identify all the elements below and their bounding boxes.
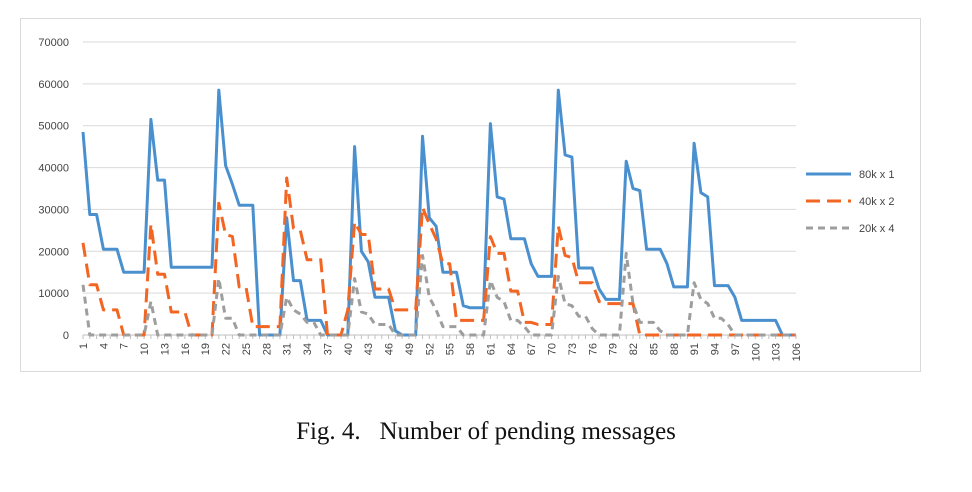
x-tick-label: 46 (384, 343, 396, 355)
x-tick-label: 94 (710, 343, 722, 355)
series-line-1 (81, 88, 796, 337)
x-tick-label: 79 (608, 343, 620, 355)
x-tick-label: 61 (485, 343, 497, 355)
x-tick-label: 55 (445, 343, 457, 355)
x-tick-label: 49 (404, 343, 416, 355)
x-tick-label: 76 (587, 343, 599, 355)
x-tick-label: 40 (343, 343, 355, 355)
series-line-3 (81, 251, 796, 337)
y-tick-label: 70000 (38, 37, 69, 49)
x-tick-label: 13 (159, 343, 171, 355)
caption-label: Fig. 4. (296, 418, 361, 445)
x-tick-label: 25 (241, 343, 253, 355)
x-tick-label: 31 (282, 343, 294, 355)
x-tick-label: 103 (771, 343, 783, 361)
legend-label-2: 40k x 2 (859, 196, 894, 208)
x-tick-label: 67 (526, 343, 538, 355)
x-tick-label: 22 (221, 343, 233, 355)
legend-label-1: 80k x 1 (859, 169, 894, 181)
y-tick-label: 20000 (38, 246, 69, 258)
x-tick-label: 73 (567, 343, 579, 355)
y-tick-label: 30000 (38, 204, 69, 216)
x-tick-label: 52 (424, 343, 436, 355)
caption-text: Number of pending messages (379, 418, 676, 445)
x-tick-label: 97 (730, 343, 742, 355)
x-tick-label: 64 (506, 343, 518, 355)
y-tick-label: 50000 (38, 121, 69, 133)
y-tick-label: 10000 (38, 288, 69, 300)
y-tick-label: 60000 (38, 79, 69, 91)
x-tick-label: 100 (750, 343, 762, 361)
x-tick-label: 4 (98, 343, 110, 349)
x-tick-label: 88 (669, 343, 681, 355)
x-tick-label: 19 (200, 343, 212, 355)
x-tick-label: 58 (465, 343, 477, 355)
x-tick-label: 34 (302, 343, 314, 355)
legend-label-3: 20k x 4 (859, 223, 894, 235)
x-tick-label: 16 (180, 343, 192, 355)
x-tick-label: 1 (78, 343, 90, 349)
x-tick-label: 106 (791, 343, 803, 361)
x-tick-label: 85 (648, 343, 660, 355)
chart-frame: 0 10000 20000 30000 40000 50000 60000 70000 1 4 7 1… (20, 18, 921, 372)
x-tick-label: 28 (261, 343, 273, 355)
x-tick-label: 7 (119, 343, 131, 349)
figure-caption: Fig. 4. Number of pending messages (0, 418, 972, 446)
x-tick-label: 37 (322, 343, 334, 355)
x-tick-label: 70 (547, 343, 559, 355)
x-tick-label: 82 (628, 343, 640, 355)
x-tick-label: 10 (139, 343, 151, 355)
x-tick-label: 43 (363, 343, 375, 355)
x-tick-label: 91 (689, 343, 701, 355)
line-chart: 0 10000 20000 30000 40000 50000 60000 70000 1 4 7 1… (38, 37, 894, 361)
y-tick-label: 40000 (38, 163, 69, 175)
y-tick-label: 0 (63, 330, 69, 342)
